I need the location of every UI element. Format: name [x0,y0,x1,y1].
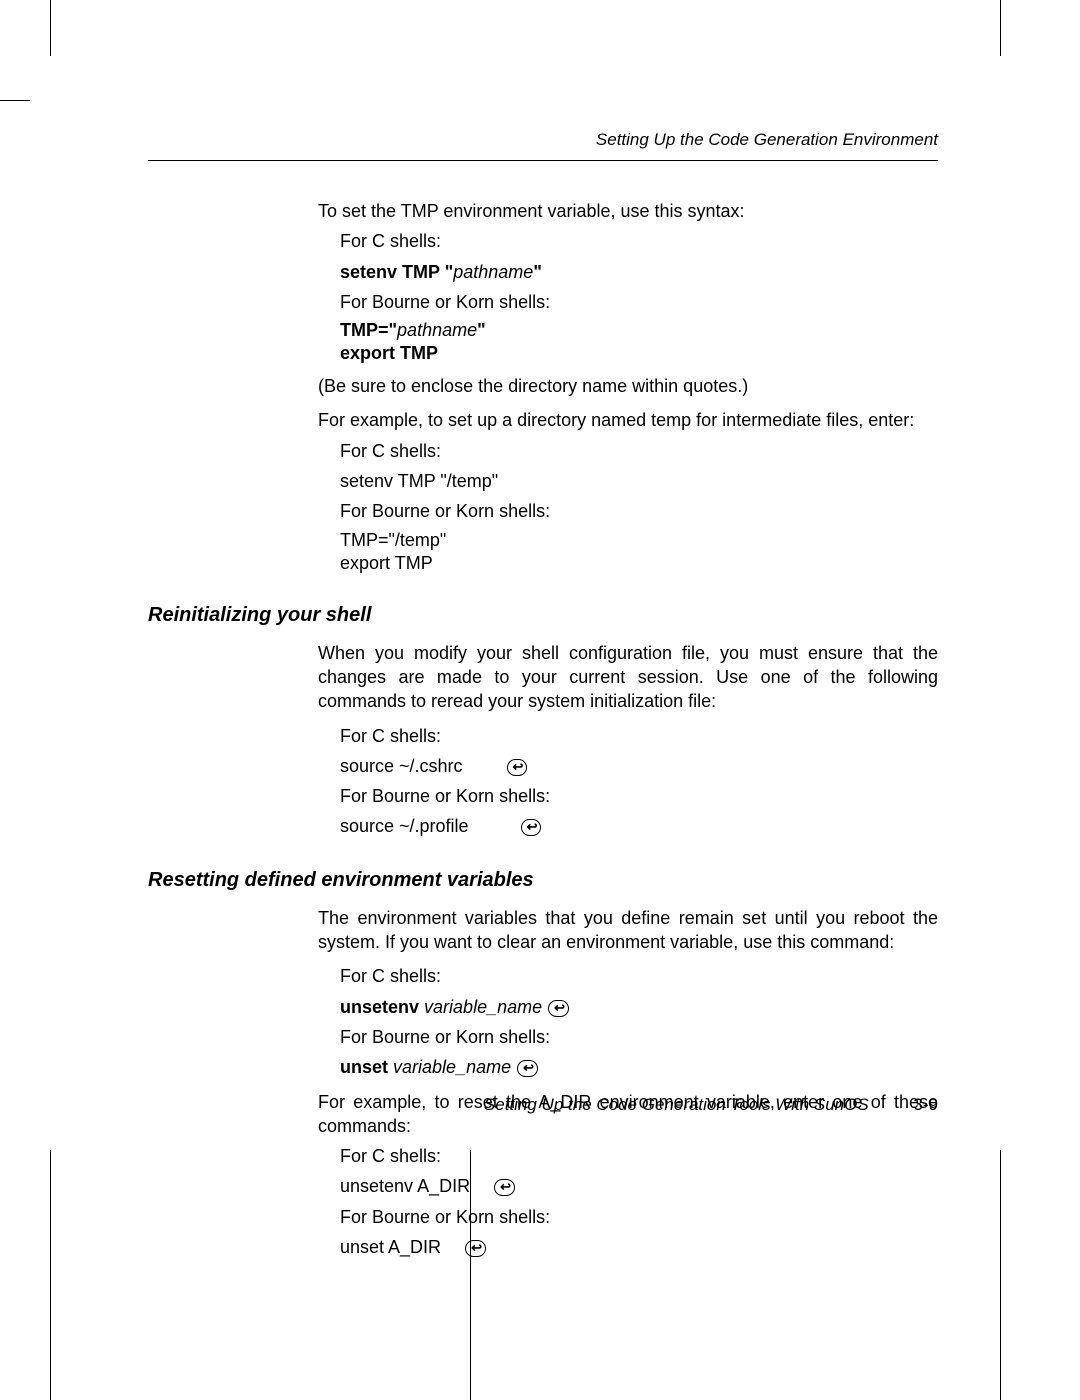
paragraph: (Be sure to enclose the directory name w… [318,374,938,398]
shell-label: For Bourne or Korn shells: [340,499,938,523]
enter-key-icon [465,1240,486,1257]
command-example: export TMP [340,553,938,574]
cmd-keyword: unsetenv [340,997,419,1017]
section-heading: Reinitializing your shell [148,604,938,627]
command-line: unset A_DIR [340,1235,938,1259]
section-heading: Resetting defined environment variables [148,869,938,892]
paragraph: When you modify your shell configuration… [318,641,938,714]
command-syntax: unset variable_name [340,1055,938,1079]
enter-key-icon [494,1179,515,1196]
cmd-tail: " [477,320,486,340]
crop-mark [1000,1150,1001,1400]
command-syntax: setenv TMP "pathname" [340,260,938,284]
command-line: source ~/.profile [340,814,938,838]
paragraph: For example, to set up a directory named… [318,408,938,432]
cmd-arg: variable_name [424,997,542,1017]
command-line: unsetenv A_DIR [340,1174,938,1198]
command-example: TMP="/temp" [340,530,938,551]
page-number: 3-9 [913,1095,938,1115]
cmd-keyword: TMP=" [340,320,397,340]
paragraph: To set the TMP environment variable, use… [318,199,938,223]
shell-label: For C shells: [340,229,938,253]
command-text: unset A_DIR [340,1237,441,1257]
enter-key-icon [548,1000,569,1017]
shell-label: For C shells: [340,964,938,988]
enter-key-icon [521,819,542,836]
shell-label: For Bourne or Korn shells: [340,290,938,314]
example-block: For C shells: unsetenv A_DIR For Bourne … [340,1144,938,1259]
crop-mark [50,1150,51,1400]
command-text: source ~/.cshrc [340,756,463,776]
command-example: setenv TMP "/temp" [340,469,938,493]
cmd-keyword: setenv TMP " [340,262,453,282]
crop-mark [0,100,30,101]
shell-label: For Bourne or Korn shells: [340,1025,938,1049]
shell-label: For C shells: [340,439,938,463]
cmd-arg: pathname [453,262,533,282]
running-header: Setting Up the Code Generation Environme… [148,130,938,150]
footer-title: Setting Up the Code Generation Tools Wit… [484,1095,869,1114]
page-footer: Setting Up the Code Generation Tools Wit… [148,1095,938,1115]
command-syntax: TMP="pathname" [340,320,938,341]
cmd-keyword: unset [340,1057,388,1077]
shell-label: For Bourne or Korn shells: [340,784,938,808]
body-column: When you modify your shell configuration… [318,641,938,839]
example-block: For C shells: setenv TMP "/temp" For Bou… [340,439,938,574]
header-rule [148,160,938,161]
command-text: source ~/.profile [340,816,469,836]
enter-key-icon [507,759,528,776]
command-line: source ~/.cshrc [340,754,938,778]
enter-key-icon [517,1060,538,1077]
crop-mark [1000,0,1001,56]
crop-mark [50,0,51,56]
command-text: unsetenv A_DIR [340,1176,470,1196]
cmd-tail: " [533,262,542,282]
body-column: To set the TMP environment variable, use… [318,199,938,574]
command-syntax: unsetenv variable_name [340,995,938,1019]
cmd-arg: variable_name [393,1057,511,1077]
syntax-block: For C shells: setenv TMP "pathname" For … [340,229,938,364]
shell-label: For Bourne or Korn shells: [340,1205,938,1229]
paragraph: The environment variables that you defin… [318,906,938,955]
command-syntax: export TMP [340,343,938,364]
shell-label: For C shells: [340,1144,938,1168]
command-block: For C shells: unsetenv variable_name For… [340,964,938,1079]
command-block: For C shells: source ~/.cshrc For Bourne… [340,724,938,839]
body-column: The environment variables that you defin… [318,906,938,1260]
cmd-arg: pathname [397,320,477,340]
shell-label: For C shells: [340,724,938,748]
